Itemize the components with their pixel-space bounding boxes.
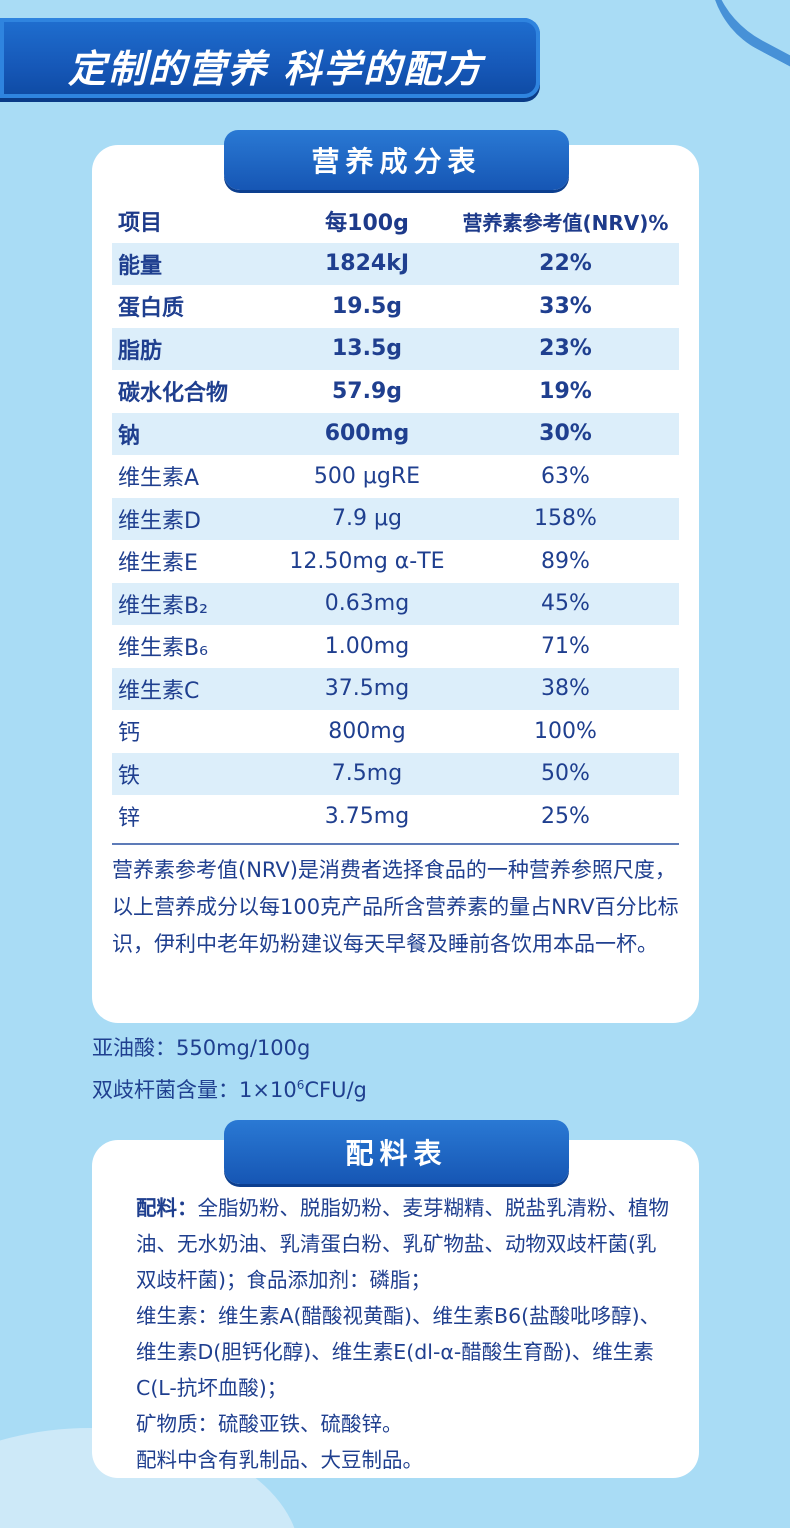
cell-name: 维生素B₆ bbox=[118, 636, 208, 662]
cell-nrv: 63% bbox=[541, 463, 590, 489]
decorative-stripe bbox=[678, 0, 790, 83]
cell-name: 铁 bbox=[118, 763, 141, 789]
table-row: 维生素B₂ 0.63mg 45% bbox=[112, 582, 679, 625]
cell-name: 维生素C bbox=[118, 678, 200, 704]
linoleic-acid: 亚油酸：550mg/100g bbox=[92, 1036, 311, 1060]
table-row: 维生素A 500 μgRE 63% bbox=[112, 455, 679, 498]
cell-nrv: 25% bbox=[541, 803, 590, 829]
cell-value: 800mg bbox=[328, 718, 406, 744]
ingredients-vitamins: 维生素：维生素A(醋酸视黄酯)、维生素B6(盐酸吡哆醇)、维生素D(胆钙化醇)、… bbox=[136, 1304, 661, 1400]
ingredients-tab-title: 配料表 bbox=[224, 1120, 569, 1184]
table-row: 维生素D 7.9 μg 158% bbox=[112, 497, 679, 540]
cell-value: 12.50mg α-TE bbox=[289, 548, 445, 574]
cell-name: 脂肪 bbox=[118, 338, 163, 364]
cell-name: 钙 bbox=[118, 721, 141, 747]
cell-nrv: 22% bbox=[539, 251, 592, 277]
cell-value: 500 μgRE bbox=[313, 463, 421, 489]
table-row: 维生素B₆ 1.00mg 71% bbox=[112, 625, 679, 668]
cell-nrv: 89% bbox=[541, 548, 590, 574]
cell-name: 蛋白质 bbox=[118, 296, 185, 322]
header-per100: 每100g bbox=[325, 211, 409, 237]
divider bbox=[112, 843, 679, 845]
cell-value: 3.75mg bbox=[324, 803, 410, 829]
cell-value: 37.5mg bbox=[324, 676, 410, 702]
ingredients-allergens: 配料中含有乳制品、大豆制品。 bbox=[136, 1448, 423, 1472]
nutrition-tab-title: 营养成分表 bbox=[224, 130, 569, 190]
table-row: 钙 800mg 100% bbox=[112, 710, 679, 753]
cell-nrv: 33% bbox=[539, 293, 592, 319]
cell-value: 13.5g bbox=[331, 336, 403, 362]
cell-value: 7.9 μg bbox=[332, 506, 402, 532]
cell-name: 维生素E bbox=[118, 551, 198, 577]
cell-value: 0.63mg bbox=[324, 591, 410, 617]
cell-name: 能量 bbox=[118, 253, 163, 279]
cell-nrv: 50% bbox=[541, 761, 590, 787]
cell-name: 维生素B₂ bbox=[118, 593, 208, 619]
table-row: 脂肪 13.5g 23% bbox=[112, 327, 679, 370]
cell-value: 600mg bbox=[324, 421, 410, 447]
cell-name: 维生素A bbox=[118, 466, 200, 492]
table-row: 钠 600mg 30% bbox=[112, 412, 679, 455]
nutrition-table: 项目 每100g 营养素参考值(NRV)% 能量 1824kJ 22% 蛋白质 19.5… bbox=[112, 200, 679, 838]
table-row: 维生素E 12.50mg α-TE 89% bbox=[112, 540, 679, 583]
table-header-row: 项目 每100g 营养素参考值(NRV)% bbox=[112, 200, 679, 243]
table-row: 维生素C 37.5mg 38% bbox=[112, 667, 679, 710]
cell-value: 19.5g bbox=[331, 293, 403, 319]
header-nrv: 营养素参考值(NRV)% bbox=[462, 210, 669, 235]
ingredients-main: 配料：全脂奶粉、脱脂奶粉、麦芽糊精、脱盐乳清粉、植物油、无水奶油、乳清蛋白粉、乳… bbox=[136, 1196, 669, 1292]
cell-nrv: 71% bbox=[541, 633, 590, 659]
bifido-content: 双歧杆菌含量：1×106CFU/g bbox=[92, 1078, 367, 1102]
ingredients-text: 配料：全脂奶粉、脱脂奶粉、麦芽糊精、脱盐乳清粉、植物油、无水奶油、乳清蛋白粉、乳… bbox=[136, 1190, 676, 1478]
cell-nrv: 45% bbox=[541, 591, 590, 617]
cell-nrv: 23% bbox=[539, 336, 592, 362]
cell-value: 57.9g bbox=[331, 378, 403, 404]
cell-name: 钠 bbox=[118, 423, 141, 449]
ingredients-minerals: 矿物质：硫酸亚铁、硫酸锌。 bbox=[136, 1412, 403, 1436]
table-row: 铁 7.5mg 50% bbox=[112, 752, 679, 795]
table-row: 碳水化合物 57.9g 19% bbox=[112, 370, 679, 413]
table-row: 锌 3.75mg 25% bbox=[112, 795, 679, 838]
cell-nrv: 100% bbox=[534, 718, 597, 744]
extra-info: 亚油酸：550mg/100g 双歧杆菌含量：1×106CFU/g bbox=[92, 1030, 367, 1109]
cell-name: 锌 bbox=[118, 806, 141, 832]
header-banner bbox=[0, 18, 540, 98]
ingredients-card bbox=[92, 1140, 699, 1478]
cell-nrv: 38% bbox=[541, 676, 590, 702]
nrv-note: 营养素参考值(NRV)是消费者选择食品的一种营养参照尺度，以上营养成分以每100… bbox=[112, 858, 679, 956]
cell-nrv: 158% bbox=[534, 506, 597, 532]
cell-nrv: 19% bbox=[539, 378, 592, 404]
cell-name: 维生素D bbox=[118, 508, 201, 534]
cell-value: 7.5mg bbox=[331, 761, 403, 787]
cell-value: 1824kJ bbox=[324, 251, 410, 277]
cell-name: 碳水化合物 bbox=[118, 381, 229, 407]
table-row: 蛋白质 19.5g 33% bbox=[112, 285, 679, 328]
cell-value: 1.00mg bbox=[324, 633, 410, 659]
cell-nrv: 30% bbox=[539, 421, 592, 447]
banner-title: 定制的营养 科学的配方 bbox=[68, 47, 484, 91]
header-item: 项目 bbox=[118, 211, 163, 237]
table-row: 能量 1824kJ 22% bbox=[112, 242, 679, 285]
